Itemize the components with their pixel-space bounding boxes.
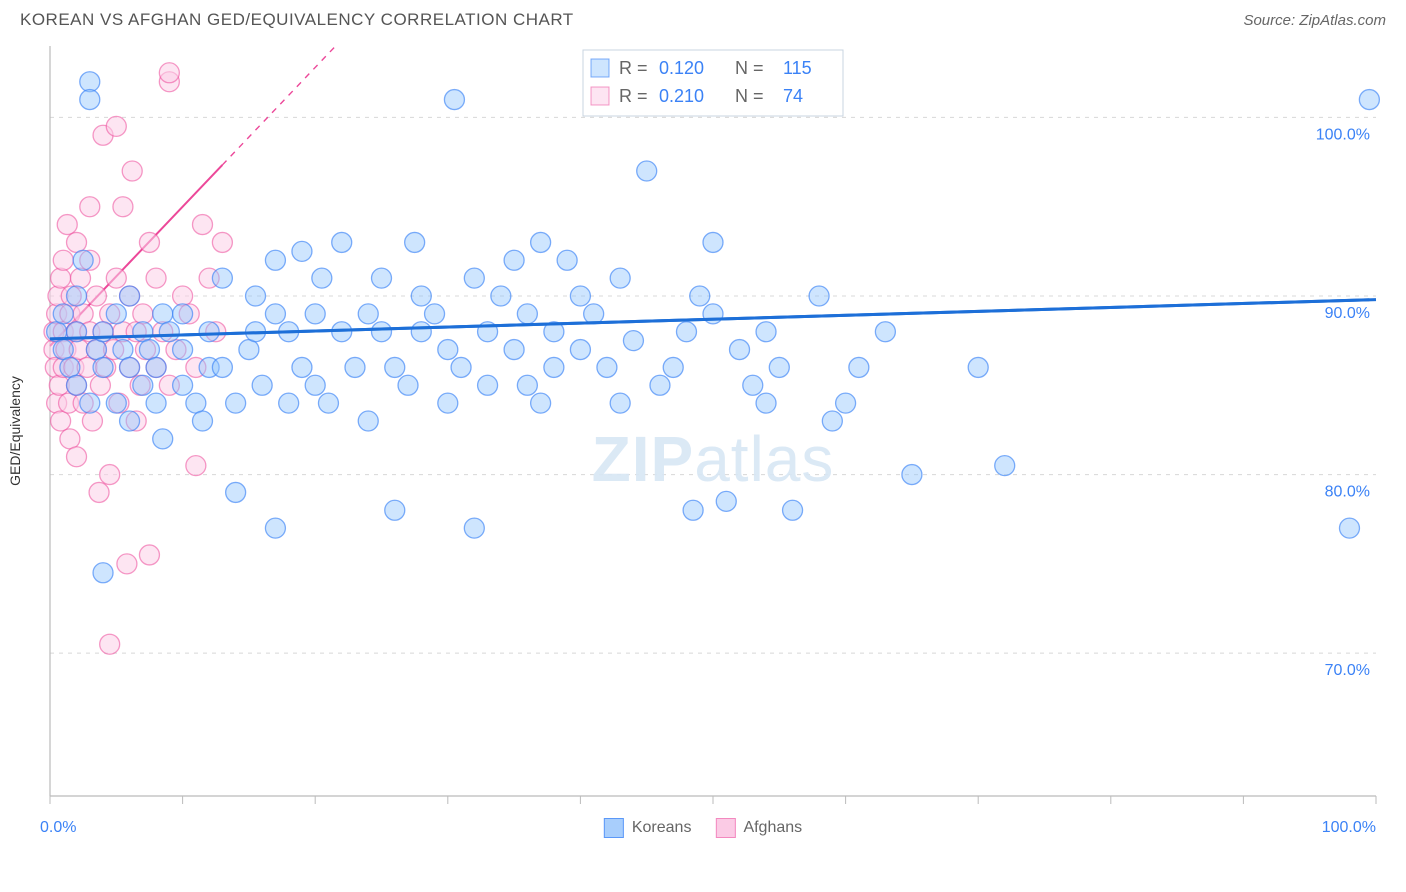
legend-swatch-blue — [604, 818, 624, 838]
svg-text:R =: R = — [619, 86, 648, 106]
legend-label-koreans: Koreans — [632, 819, 692, 837]
legend-label-afghans: Afghans — [743, 819, 802, 837]
svg-text:0.120: 0.120 — [659, 58, 704, 78]
chart-header: KOREAN VS AFGHAN GED/EQUIVALENCY CORRELA… — [0, 0, 1406, 36]
svg-text:R =: R = — [619, 58, 648, 78]
scatter-chart-svg: 70.0% 80.0% 90.0% 100.0% GED/Equivalency ZIPa… — [0, 36, 1406, 846]
svg-text:0.210: 0.210 — [659, 86, 704, 106]
legend-swatch-pink — [715, 818, 735, 838]
svg-text:N =: N = — [735, 86, 764, 106]
svg-text:70.0%: 70.0% — [1325, 662, 1370, 679]
svg-text:N =: N = — [735, 58, 764, 78]
svg-text:80.0%: 80.0% — [1325, 484, 1370, 501]
svg-text:GED/Equivalency: GED/Equivalency — [7, 376, 23, 486]
svg-text:90.0%: 90.0% — [1325, 305, 1370, 322]
x-axis-max-label: 100.0% — [1322, 819, 1376, 837]
svg-text:115: 115 — [783, 58, 812, 78]
x-axis-min-label: 0.0% — [40, 819, 76, 837]
chart-area: 70.0% 80.0% 90.0% 100.0% GED/Equivalency ZIPa… — [0, 36, 1406, 846]
chart-footer: 0.0% Koreans Afghans 100.0% — [0, 810, 1406, 846]
svg-text:74: 74 — [783, 86, 803, 106]
svg-text:ZIPatlas: ZIPatlas — [592, 423, 835, 495]
legend-item-afghans: Afghans — [715, 818, 802, 838]
chart-source: Source: ZipAtlas.com — [1243, 12, 1386, 29]
chart-title: KOREAN VS AFGHAN GED/EQUIVALENCY CORRELA… — [20, 10, 574, 30]
legend-bottom: Koreans Afghans — [604, 818, 802, 838]
legend-item-koreans: Koreans — [604, 818, 692, 838]
svg-text:100.0%: 100.0% — [1316, 126, 1370, 143]
